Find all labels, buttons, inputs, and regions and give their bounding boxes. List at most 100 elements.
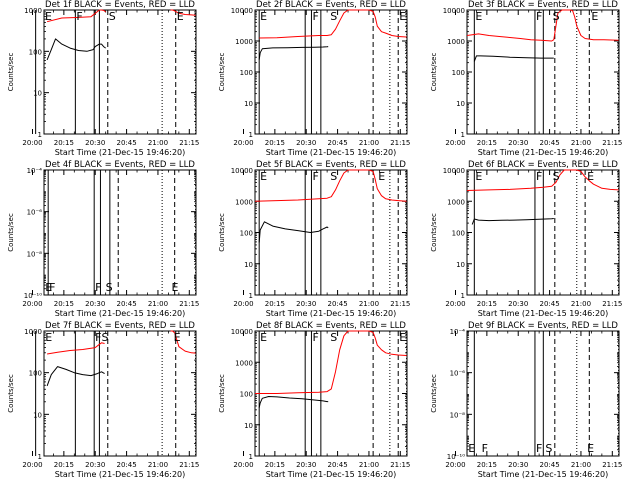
panel-det-6: Det 6f BLACK = Events, RED = LLD 1 10 100 10… xyxy=(430,160,622,318)
panel-title: Det 1f BLACK = Events, RED = LLD xyxy=(45,0,195,10)
y-tick-label: 10 xyxy=(33,411,42,419)
panel-det-4: Det 4f BLACK = Events, RED = LLD 10⁻¹⁰ 10⁻… xyxy=(7,160,199,318)
x-tick-label: 20:30 xyxy=(296,139,316,147)
x-tick-label: 20:30 xyxy=(508,300,528,308)
y-axis-label: Counts/sec xyxy=(218,53,226,92)
event-label: E xyxy=(399,10,406,23)
y-tick-label: 100 xyxy=(240,69,253,77)
y-tick-label: 10⁻⁴ xyxy=(450,328,466,336)
y-tick-label: 10 xyxy=(33,90,42,98)
event-label: F xyxy=(312,331,318,344)
event-label: E xyxy=(45,281,52,294)
series-events-line xyxy=(46,366,105,387)
x-tick-label: 20:30 xyxy=(85,300,105,308)
event-label: F xyxy=(95,331,101,344)
x-tick-label: 20:15 xyxy=(54,461,74,469)
event-label: F xyxy=(312,170,318,183)
event-label: E xyxy=(45,331,52,344)
x-tick-label: 20:45 xyxy=(116,300,136,308)
y-tick-label: 1 xyxy=(461,131,465,139)
x-tick-label: 20:30 xyxy=(508,461,528,469)
y-axis-label: Counts/sec xyxy=(7,213,15,252)
event-label: E xyxy=(260,331,267,344)
panel-title: Det 6f BLACK = Events, RED = LLD xyxy=(468,160,618,170)
x-tick-label: 21:00 xyxy=(148,139,168,147)
x-tick-label: 20:45 xyxy=(539,139,559,147)
y-axis-label: Counts/sec xyxy=(430,374,438,413)
axes-frame xyxy=(254,169,408,296)
y-tick-label: 100 xyxy=(452,69,465,77)
y-axis-label: Counts/sec xyxy=(430,213,438,252)
panel-title: Det 4f BLACK = Events, RED = LLD xyxy=(45,160,195,170)
x-axis-label: Start Time (21-Dec-15 19:46:20) xyxy=(478,470,609,479)
series-events-line xyxy=(258,396,329,408)
event-label: E xyxy=(171,281,178,294)
x-tick-label: 20:15 xyxy=(265,139,285,147)
x-tick-label: 20:00 xyxy=(445,461,465,469)
x-tick-label: 20:30 xyxy=(85,139,105,147)
y-axis-label: Counts/sec xyxy=(218,213,226,252)
event-label: E xyxy=(260,10,267,23)
x-tick-label: 21:15 xyxy=(602,139,622,147)
x-tick-label: 20:30 xyxy=(296,300,316,308)
x-tick-label: 21:00 xyxy=(148,300,168,308)
x-tick-label: 20:00 xyxy=(22,461,42,469)
x-tick-label: 21:15 xyxy=(179,300,199,308)
event-label: E xyxy=(468,442,475,455)
event-label: F xyxy=(536,10,542,23)
x-tick-label: 21:00 xyxy=(571,139,591,147)
x-tick-label: 21:00 xyxy=(571,300,591,308)
x-tick-label: 20:15 xyxy=(265,300,285,308)
y-tick-label: 10 xyxy=(244,261,253,269)
x-tick-label: 20:30 xyxy=(508,139,528,147)
x-tick-label: 20:00 xyxy=(445,300,465,308)
x-tick-label: 21:15 xyxy=(390,139,410,147)
x-tick-label: 21:15 xyxy=(602,461,622,469)
series-lld-line xyxy=(255,330,407,394)
series-lld-line xyxy=(466,169,619,191)
panel-det-5: Det 5f BLACK = Events, RED = LLD 1 10 100 10… xyxy=(218,160,410,318)
panel-det-2: Det 2f BLACK = Events, RED = LLD 1 10 100 10… xyxy=(218,0,410,157)
event-label: S xyxy=(553,10,560,23)
event-label: E xyxy=(174,331,181,344)
x-tick-label: 21:15 xyxy=(179,139,199,147)
x-tick-label: 20:15 xyxy=(477,461,497,469)
x-tick-label: 21:00 xyxy=(148,461,168,469)
y-tick-label: 10000 xyxy=(443,7,465,15)
series-events-line xyxy=(258,221,329,243)
y-tick-label: 1000 xyxy=(447,198,465,206)
event-label: E xyxy=(399,331,406,344)
x-tick-label: 21:00 xyxy=(359,300,379,308)
event-label: E xyxy=(591,10,598,23)
y-tick-label: 1 xyxy=(249,453,253,461)
x-tick-label: 21:00 xyxy=(571,461,591,469)
y-tick-label: 10⁻⁸ xyxy=(450,411,466,419)
x-tick-label: 20:00 xyxy=(22,300,42,308)
x-axis-label: Start Time (21-Dec-15 19:46:20) xyxy=(266,148,397,157)
event-label: E xyxy=(45,10,52,23)
x-tick-label: 20:45 xyxy=(327,139,347,147)
y-tick-label: 1 xyxy=(249,131,253,139)
y-axis-label: Counts/sec xyxy=(430,53,438,92)
y-tick-label: 100 xyxy=(452,230,465,238)
y-tick-label: 10⁻⁸ xyxy=(27,250,43,258)
series-lld-line xyxy=(47,342,105,355)
event-label: S xyxy=(330,170,337,183)
series-lld-line xyxy=(46,9,106,23)
panel-det-9: Det 9f BLACK = Events, RED = LLD 10⁻¹⁰ 10⁻… xyxy=(430,321,622,479)
series-events-line xyxy=(473,55,554,62)
event-label: E xyxy=(260,170,267,183)
x-tick-label: 20:15 xyxy=(477,139,497,147)
event-label: S xyxy=(330,10,337,23)
x-tick-label: 20:30 xyxy=(296,461,316,469)
series-lld-line xyxy=(170,9,196,16)
x-tick-label: 21:00 xyxy=(359,139,379,147)
y-tick-label: 10000 xyxy=(231,167,253,175)
x-axis-label: Start Time (21-Dec-15 19:46:20) xyxy=(266,309,397,318)
x-tick-label: 21:15 xyxy=(390,300,410,308)
event-label: S xyxy=(330,331,337,344)
x-tick-label: 20:45 xyxy=(116,139,136,147)
event-label: F xyxy=(536,170,542,183)
y-tick-label: 10 xyxy=(456,100,465,108)
